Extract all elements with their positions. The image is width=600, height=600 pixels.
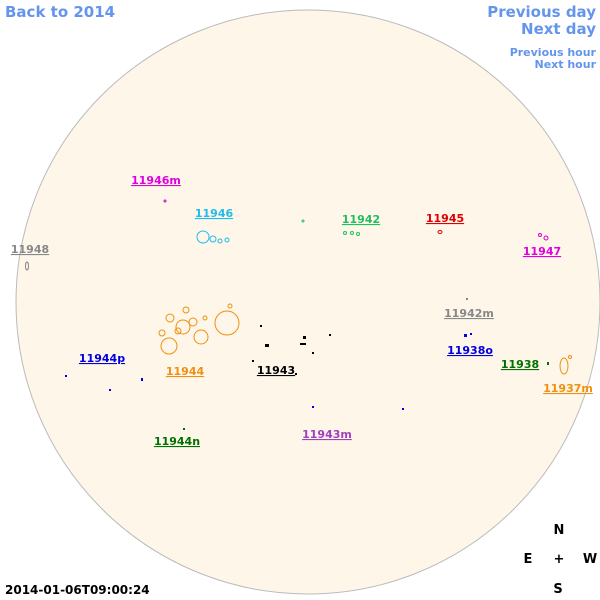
region-label[interactable]: 11942m xyxy=(444,307,494,320)
spot-group xyxy=(25,261,29,271)
solar-disk xyxy=(15,9,600,595)
compass-east: E xyxy=(524,552,533,567)
region-label[interactable]: 11946m xyxy=(131,174,181,187)
spot-group xyxy=(158,303,572,375)
region-label[interactable]: 11942 xyxy=(342,213,380,226)
region-label[interactable]: 11938 xyxy=(501,358,539,371)
compass-north: N xyxy=(554,523,565,538)
compass-south: S xyxy=(553,582,562,597)
region-label[interactable]: 11943m xyxy=(302,428,352,441)
region-label[interactable]: 11947 xyxy=(523,245,561,258)
small-spots xyxy=(65,298,549,430)
compass-center: + xyxy=(554,552,565,567)
next-hour-link[interactable]: Next hour xyxy=(535,58,597,71)
spot-group xyxy=(163,199,549,241)
region-label[interactable]: 11948 xyxy=(11,243,49,256)
region-label[interactable]: 11944p xyxy=(79,352,125,365)
region-label[interactable]: 11937m xyxy=(543,382,593,395)
previous-day-link[interactable]: Previous day xyxy=(487,3,596,21)
region-label[interactable]: 11945 xyxy=(426,212,464,225)
spot-group xyxy=(196,230,230,244)
back-link[interactable]: Back to 2014 xyxy=(5,3,115,21)
spot-group xyxy=(437,230,443,234)
next-day-link[interactable]: Next day xyxy=(521,20,596,38)
region-label[interactable]: 11944n xyxy=(154,435,200,448)
spots xyxy=(25,199,572,375)
spot-group xyxy=(301,219,360,236)
compass-west: W xyxy=(583,552,597,567)
region-label[interactable]: 11944 xyxy=(166,365,205,378)
region-label[interactable]: 11943 xyxy=(257,364,295,377)
region-label[interactable]: 11938o xyxy=(447,344,493,357)
region-label[interactable]: 11946 xyxy=(195,207,234,220)
previous-hour-link[interactable]: Previous hour xyxy=(510,46,597,59)
timestamp: 2014-01-06T09:00:24 xyxy=(5,583,150,597)
